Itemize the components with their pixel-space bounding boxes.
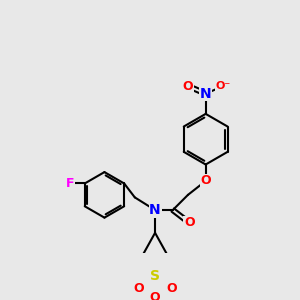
Text: F: F bbox=[66, 177, 75, 190]
Text: O: O bbox=[184, 216, 194, 229]
Text: O: O bbox=[200, 174, 211, 188]
Text: N: N bbox=[149, 203, 161, 217]
Text: O: O bbox=[166, 282, 177, 295]
Text: N: N bbox=[200, 87, 212, 100]
Text: O: O bbox=[183, 80, 193, 92]
Text: O: O bbox=[150, 291, 160, 300]
Text: O: O bbox=[133, 282, 144, 295]
Text: O⁻: O⁻ bbox=[216, 81, 231, 91]
Text: S: S bbox=[150, 269, 160, 283]
